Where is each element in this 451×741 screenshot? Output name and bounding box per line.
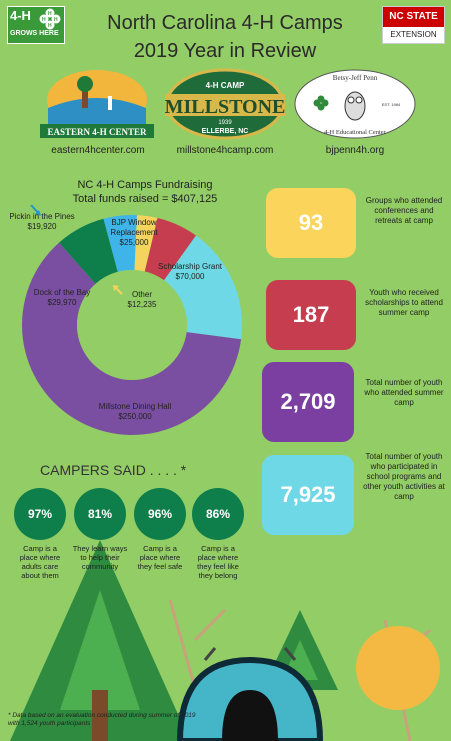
percent-circle-belong: 86% [192,488,244,540]
slice-name-dock: Dock of the Bay [33,288,91,297]
stat-box-school-programs: 7,925 [262,455,354,535]
percent-belong: 86% [205,507,231,521]
other-arrow-icon [113,285,123,295]
slice-label-other: Other $12,235 [112,290,172,310]
round-tree-icon [356,626,440,710]
donut-slice-pickin [103,215,137,272]
donut-slice-scholarship [163,235,242,340]
stat-desc-scholarships: Youth who received scholarships to atten… [365,288,443,317]
bjp-bottom-text: 4-H Educational Center [324,129,387,136]
slice-label-scholarship: Scholarship Grant $70,000 [150,262,230,282]
donut-slice-other [134,215,158,272]
slice-name-other: Other [131,290,152,299]
betsy-jeff-penn-logo: Betsy-Jeff Penn EST. 1984 4-H Educationa… [294,69,416,139]
extension-text: EXTENSION [390,30,437,39]
fundraising-title: NC 4-H Camps Fundraising [77,179,213,191]
slice-name-bjp: BJP Window Replacement [110,218,158,237]
stat-value-school-programs: 7,925 [280,482,336,507]
millstone-location: ELLERBE, NC [202,128,249,135]
slice-value-pickin: $19,920 [27,222,57,231]
slice-value-bjp: $25,000 [119,238,149,247]
4h-logo-tagline: GROWS HERE [10,30,59,37]
percent-adults-care: 97% [27,507,53,521]
4h-logo-text: 4-H [10,8,31,23]
stat-value-groups: 93 [298,210,324,235]
stat-box-summer-camp: 2,709 [262,362,354,442]
stat-desc-summer-camp: Total number of youth who attended summe… [364,378,444,407]
clover-icon: HHH H [39,8,61,30]
nc-state-text: NC STATE [383,7,444,27]
donut-slice-dock [59,218,118,284]
donut-hole [77,270,187,380]
stat-value-scholarships: 187 [292,302,330,327]
slice-label-pickin: Pickin in the Pines $19,920 [2,212,82,232]
slice-name-dining: Millstone Dining Hall [98,402,172,411]
slice-value-scholarship: $70,000 [175,272,205,281]
slice-label-dining: Millstone Dining Hall $250,000 [70,402,200,422]
campers-desc-adults-care: Camp is a place where adults care about … [19,544,61,580]
slice-name-scholarship: Scholarship Grant [157,262,223,271]
stat-desc-school-programs: Total number of youth who participated i… [363,452,445,501]
bjp-top-text: Betsy-Jeff Penn [333,74,378,82]
campers-said-title: CAMPERS SAID . . . . * [40,462,187,478]
stat-box-scholarships: 187 [266,280,356,350]
svg-text:H: H [54,17,58,23]
millstone-logo: 4-H CAMP MILLSTONE 1939 ELLERBE, NC [165,68,285,140]
svg-text:H: H [42,17,46,23]
svg-text:H: H [48,23,52,29]
camp-scenery [10,540,440,741]
millstone-url[interactable]: millstone4hcamp.com [176,145,274,156]
slice-name-pickin: Pickin in the Pines [9,212,75,221]
millstone-name: MILLSTONE [165,96,285,118]
stat-box-groups: 93 [266,188,356,258]
nc-state-extension-logo: NC STATE EXTENSION [382,6,445,44]
page-subtitle: 2019 Year in Review [133,40,317,62]
slice-value-dining: $250,000 [118,412,152,421]
fundraising-donut-chart [21,205,242,435]
clover-icon [313,95,329,111]
page-title: North Carolina 4-H Camps [107,12,343,34]
millstone-year: 1939 [218,120,232,126]
eastern-4h-center-logo: EASTERN 4-H CENTER [40,70,154,138]
slice-label-dock: Dock of the Bay $29,970 [26,288,98,308]
slice-value-dock: $29,970 [47,298,77,307]
bjp-est: EST. 1984 [382,102,401,107]
millstone-top-text: 4-H CAMP [206,81,245,90]
percent-circle-community: 81% [74,488,126,540]
percent-circle-safe: 96% [134,488,186,540]
percent-safe: 96% [147,507,173,521]
footnote: * Data based on an evaluation conducted … [8,712,196,727]
fundraising-total: Total funds raised = $407,125 [72,193,218,205]
slice-value-other: $12,235 [127,300,157,309]
pickin-arrowhead-icon [35,210,41,216]
slice-label-bjp: BJP Window Replacement $25,000 [108,218,160,248]
stat-desc-groups: Groups who attended conferences and retr… [365,196,443,225]
eastern-url[interactable]: eastern4hcenter.com [51,145,145,156]
donut-slice-bjp [144,218,196,281]
eastern-4h-center-name: EASTERN 4-H CENTER [47,127,147,137]
percent-circle-adults-care: 97% [14,488,66,540]
bjpenn-url[interactable]: bjpenn4h.org [325,145,385,156]
campers-desc-community: They learn ways to help their community [72,544,128,571]
donut-slice-dining [21,242,242,435]
percent-community: 81% [87,507,113,521]
stat-value-summer-camp: 2,709 [280,389,336,414]
campers-desc-safe: Camp is a place where they feel safe [137,544,183,571]
svg-text:H: H [48,11,52,17]
campers-desc-belong: Camp is a place where they feel like the… [197,544,239,580]
